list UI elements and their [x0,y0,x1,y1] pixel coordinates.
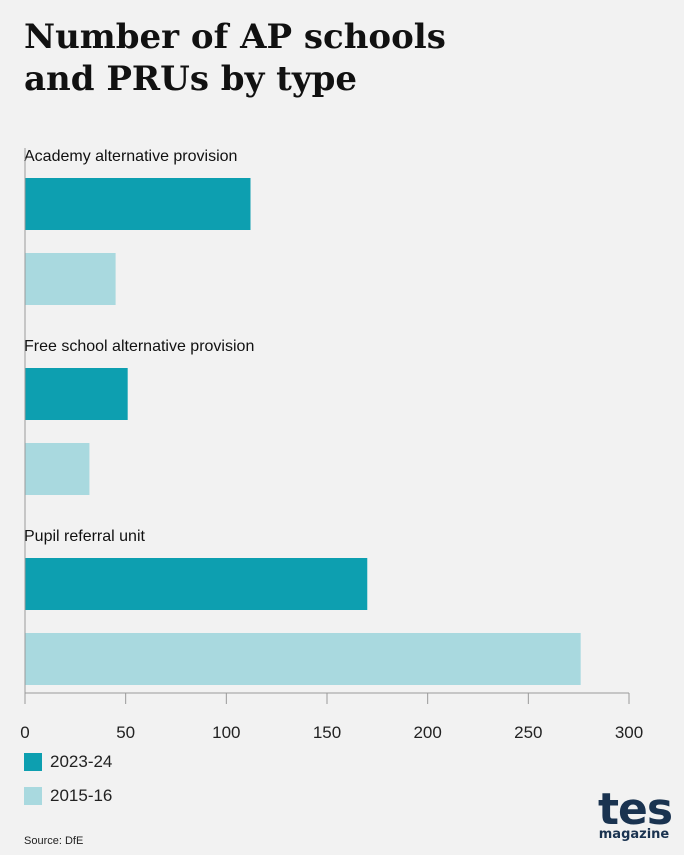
bar-2023-24 [25,178,251,230]
legend-item-2015: 2015-16 [24,784,112,808]
legend-item-2023: 2023-24 [24,750,112,774]
x-tick-label: 0 [20,723,29,742]
bar-2015-16 [25,443,90,495]
x-tick-label: 300 [615,723,643,742]
legend-label-2023: 2023-24 [50,752,113,771]
category-label: Academy alternative provision [24,148,237,165]
bar-2015-16 [25,633,581,685]
tes-magazine-logo: tes magazine [598,784,673,842]
source-note: Source: DfE [24,835,84,847]
category-label: Free school alternative provision [24,338,254,355]
x-tick-label: 150 [313,723,341,742]
bar-2023-24 [25,558,368,610]
logo-subtitle: magazine [598,827,670,842]
x-tick-label: 200 [413,723,441,742]
bar-chart: Academy alternative provision Free school… [20,148,643,742]
legend-swatch-2015 [24,787,42,805]
title-line-1: Number of AP schools [24,17,446,57]
legend-label-2015: 2015-16 [50,786,113,805]
legend: 2023-24 2015-16 [24,750,112,818]
logo-wordmark: tes [598,784,673,835]
chart-title: Number of AP schools and PRUs by type [24,16,644,100]
x-tick-label: 50 [116,723,135,742]
x-tick-label: 100 [212,723,240,742]
x-tick-label: 250 [514,723,542,742]
bar-2015-16 [25,253,116,305]
title-line-2: and PRUs by type [24,59,358,99]
legend-swatch-2023 [24,753,42,771]
category-label: Pupil referral unit [24,528,146,545]
bar-2023-24 [25,368,128,420]
